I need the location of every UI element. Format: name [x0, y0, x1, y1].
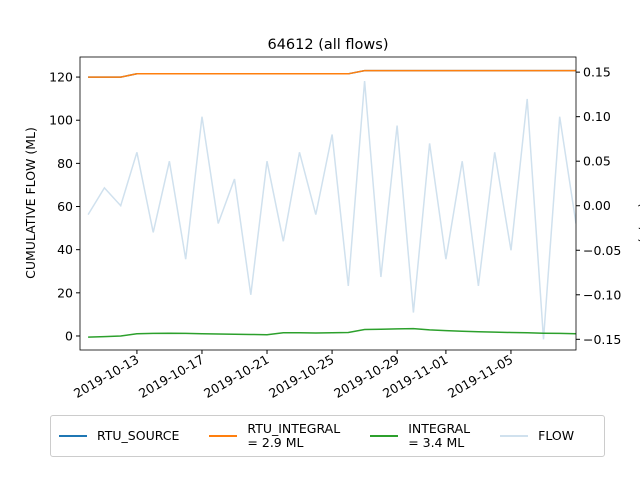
legend-label: INTEGRAL = 3.4 ML [408, 421, 471, 450]
y-tick-label: 100 [49, 113, 73, 128]
legend-item: INTEGRAL = 3.4 ML [370, 422, 470, 450]
y2-tick-label: 0.15 [583, 65, 611, 80]
y2-tick-label: −0.10 [583, 287, 621, 302]
series-line [88, 327, 576, 338]
legend: RTU_SOURCE RTU_INTEGRAL = 2.9 ML INTEGRAL … [50, 415, 605, 457]
y-tick-label: 0 [65, 328, 73, 343]
legend-label: RTU_SOURCE [97, 428, 180, 443]
plot-frame [79, 56, 577, 351]
x-tick-label: 2019-10-21 [201, 352, 271, 401]
legend-item: RTU_SOURCE [59, 429, 179, 443]
y2-axis-label: FLOW (m3/s) [637, 163, 640, 244]
x-tick-label: 2019-10-17 [136, 352, 206, 401]
legend-swatch [59, 435, 87, 437]
y2-tick-label: −0.05 [583, 243, 621, 258]
y2-tick-label: −0.15 [583, 332, 621, 347]
y-tick-label: 20 [57, 285, 73, 300]
x-tick-label: 2019-11-05 [445, 352, 515, 401]
y2-tick-label: 0.10 [583, 109, 611, 124]
y-tick-label: 60 [57, 199, 73, 214]
legend-item: FLOW [500, 429, 574, 443]
y-tick-label: 120 [49, 70, 73, 85]
x-tick-label: 2019-10-25 [266, 352, 336, 401]
y-axis-label: CUMULATIVE FLOW (ML) [23, 127, 38, 279]
legend-swatch [500, 435, 529, 437]
y2-tick-label: 0.00 [583, 198, 611, 213]
y-tick-label: 40 [57, 242, 73, 257]
legend-swatch [209, 435, 238, 437]
chart-title: 64612 (all flows) [267, 37, 388, 53]
legend-item: RTU_INTEGRAL = 2.9 ML [209, 422, 340, 450]
legend-label: RTU_INTEGRAL = 2.9 ML [247, 421, 341, 450]
series-line [88, 69, 576, 78]
legend-label: FLOW [538, 428, 575, 443]
legend-swatch [370, 435, 399, 437]
x-tick-label: 2019-10-13 [71, 352, 141, 401]
y2-tick-label: 0.05 [583, 154, 611, 169]
y-tick-label: 80 [57, 156, 73, 171]
series-line [87, 80, 576, 340]
